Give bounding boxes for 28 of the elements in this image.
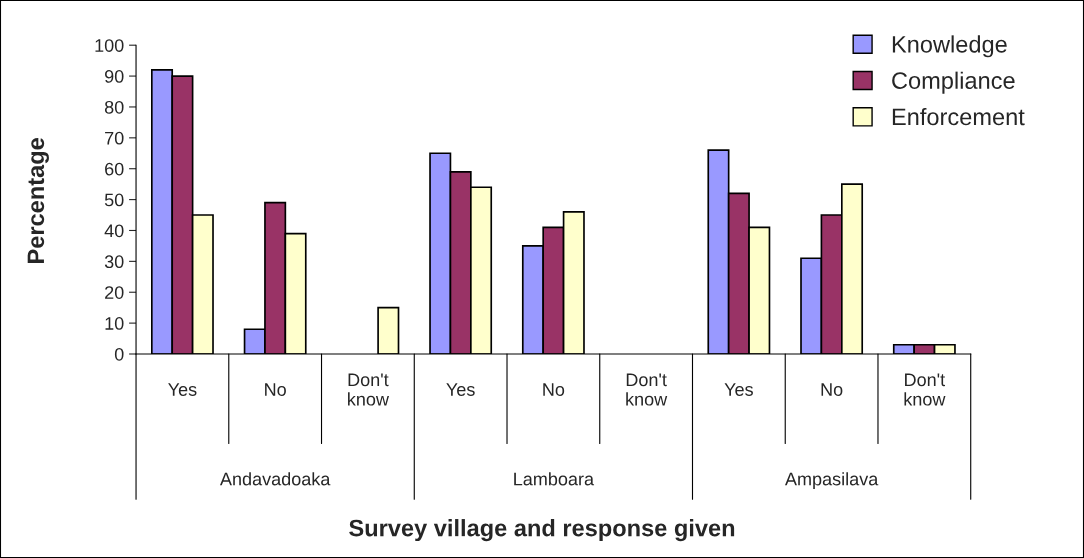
x-tick-label: Don't know [348,373,390,406]
y-tick-label: 50 [104,193,124,207]
x-tick-label: Don't know [904,373,946,406]
y-tick-label: 90 [105,70,124,83]
y-tick-label: 70 [105,131,124,145]
y-axis-title: Percentage [27,138,49,263]
y-tick-label: 80 [104,100,124,114]
legend-label: Knowledge [892,35,1007,58]
x-tick-label: No [543,383,565,396]
y-tick-label: 60 [105,162,124,176]
x-tick-label: Yes [446,383,475,396]
y-tick-label: 100 [95,39,124,52]
y-tick-label: 20 [105,286,124,299]
text: Lamboara [514,472,595,486]
text: Andavadoaka [219,472,331,486]
text: Ampasilava [784,472,879,490]
x-tick-label: Yes [724,383,753,396]
y-tick-label: 30 [104,255,124,269]
y-tick-label: 0 [114,347,124,361]
x-axis-title: Survey village and response given [349,519,735,542]
x-tick-label: Yes [168,383,197,396]
y-tick-label: 10 [105,317,124,330]
x-tick-label: No [265,383,286,396]
legend-label: Compliance [892,71,1015,94]
x-tick-label: Don't know [626,373,668,406]
x-tick-label: No [821,383,843,396]
legend-label: Enforcement [892,107,1025,126]
y-tick-label: 40 [104,224,124,238]
